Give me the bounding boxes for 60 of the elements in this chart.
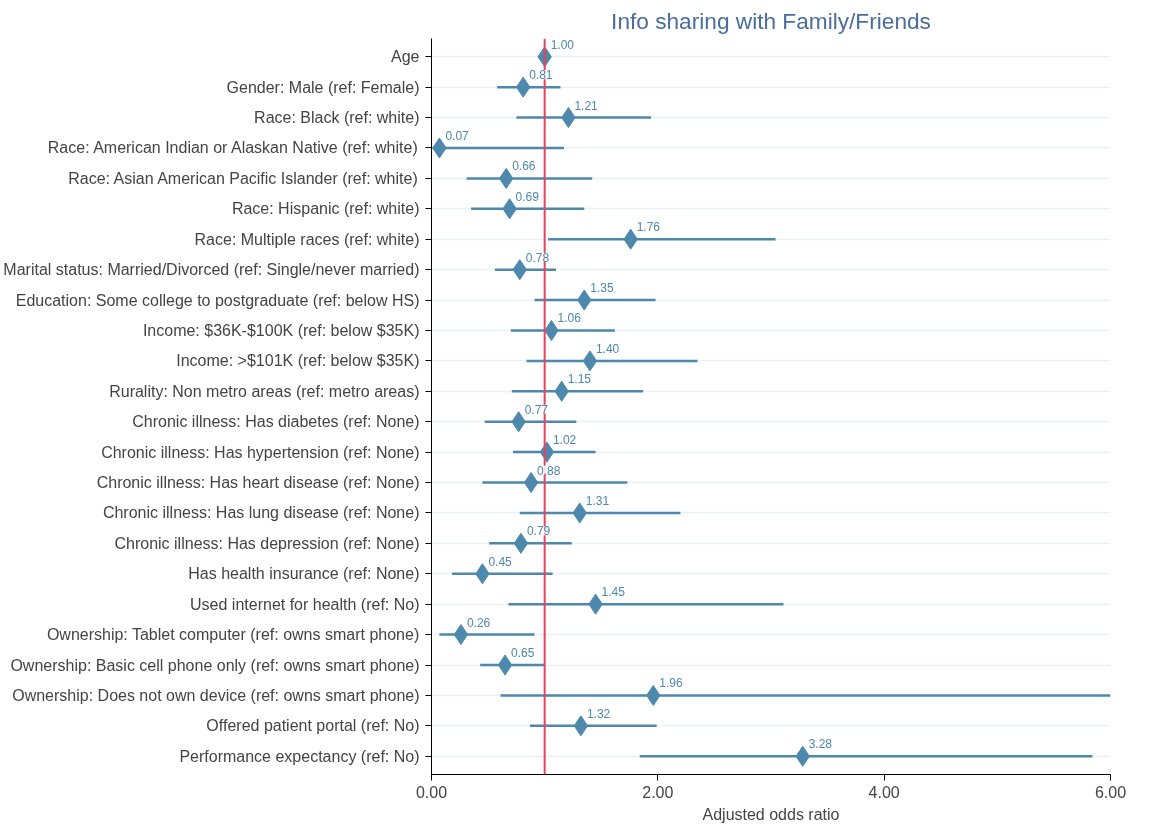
data-label: 1.00 bbox=[550, 37, 575, 52]
y-tick-label: Chronic illness: Has diabetes (ref: None) bbox=[132, 413, 420, 431]
data-label: 0.65 bbox=[511, 646, 535, 661]
y-tick-label: Race: American Indian or Alaskan Native (ref: white) bbox=[47, 139, 418, 157]
x-tick-label: 6.00 bbox=[1094, 783, 1127, 801]
y-tick-label: Ownership: Does not own device (ref: owns smart phone) bbox=[12, 686, 420, 704]
data-label: 1.02 bbox=[552, 433, 577, 448]
y-tick-label: Chronic illness: Has hypertension (ref: None) bbox=[101, 443, 420, 461]
y-tick-label: Offered patient portal (ref: No) bbox=[206, 717, 420, 735]
data-label: 0.69 bbox=[515, 189, 540, 204]
data-label: 0.07 bbox=[445, 128, 470, 143]
data-label: 0.81 bbox=[529, 68, 553, 83]
point bbox=[582, 350, 598, 372]
data-label: 1.31 bbox=[585, 493, 610, 508]
y-tick-label: Race: Asian American Pacific Islander (ref: white) bbox=[68, 169, 418, 187]
y-tick-label: Race: Hispanic (ref: white) bbox=[231, 200, 420, 218]
data-label: 0.66 bbox=[512, 159, 536, 174]
y-tick-label: Chronic illness: Has lung disease (ref: None) bbox=[102, 504, 420, 522]
point bbox=[513, 532, 529, 554]
y-tick-label: Chronic illness: Has depression (ref: None) bbox=[114, 534, 420, 552]
point bbox=[523, 472, 539, 494]
data-label: 1.96 bbox=[659, 676, 683, 691]
data-label: 1.35 bbox=[590, 281, 614, 296]
y-tick-label: Has health insurance (ref: None) bbox=[188, 565, 420, 583]
data-label: 1.76 bbox=[636, 220, 661, 235]
y-tick-label: Race: Black (ref: white) bbox=[254, 109, 420, 127]
y-tick-label: Education: Some college to postgraduate (ref: below HS) bbox=[15, 291, 420, 309]
y-tick-label: Rurality: Non metro areas (ref: metro areas) bbox=[109, 382, 420, 400]
y-tick-label: Used internet for health (ref: No) bbox=[190, 595, 420, 613]
chart-title: Info sharing with Family/Friends bbox=[611, 7, 931, 34]
y-tick-label: Income: $36K-$100K (ref: below $35K) bbox=[142, 321, 420, 339]
x-tick-label: 2.00 bbox=[642, 783, 674, 801]
x-tick-label: 4.00 bbox=[868, 783, 900, 801]
y-tick-label: Race: Multiple races (ref: white) bbox=[194, 230, 420, 248]
data-label: 0.26 bbox=[466, 615, 491, 630]
data-label: 3.28 bbox=[808, 737, 833, 752]
y-tick-label: Performance expectancy (ref: No) bbox=[179, 747, 420, 765]
y-tick-label: Gender: Male (ref: Female) bbox=[226, 78, 420, 96]
y-tick-label: Marital status: Married/Divorced (ref: Single/never married) bbox=[3, 261, 420, 279]
x-tick-label: 0.00 bbox=[415, 783, 448, 801]
point bbox=[453, 624, 469, 646]
y-tick-label: Income: >$101K (ref: below $35K) bbox=[176, 352, 420, 370]
y-tick-label: Ownership: Basic cell phone only (ref: owns smart phone) bbox=[10, 656, 420, 674]
point bbox=[497, 654, 513, 676]
data-label: 0.78 bbox=[525, 250, 550, 265]
point bbox=[573, 715, 589, 737]
data-label: 1.06 bbox=[557, 311, 582, 326]
data-label: 1.21 bbox=[574, 98, 599, 113]
data-label: 1.40 bbox=[595, 341, 620, 356]
data-label: 1.45 bbox=[601, 585, 626, 600]
y-tick-label: Chronic illness: Has heart disease (ref: None) bbox=[96, 474, 420, 492]
data-label: 0.77 bbox=[524, 402, 549, 417]
data-label: 1.15 bbox=[567, 372, 592, 387]
y-tick-label: Ownership: Tablet computer (ref: owns smart phone) bbox=[46, 626, 420, 644]
data-label: 0.45 bbox=[488, 554, 513, 569]
data-label: 0.79 bbox=[526, 524, 551, 539]
x-axis-title: Adjusted odds ratio bbox=[702, 805, 840, 823]
data-label: 0.88 bbox=[537, 463, 561, 478]
y-tick-label: Age bbox=[391, 48, 420, 66]
data-label: 1.32 bbox=[586, 706, 611, 721]
